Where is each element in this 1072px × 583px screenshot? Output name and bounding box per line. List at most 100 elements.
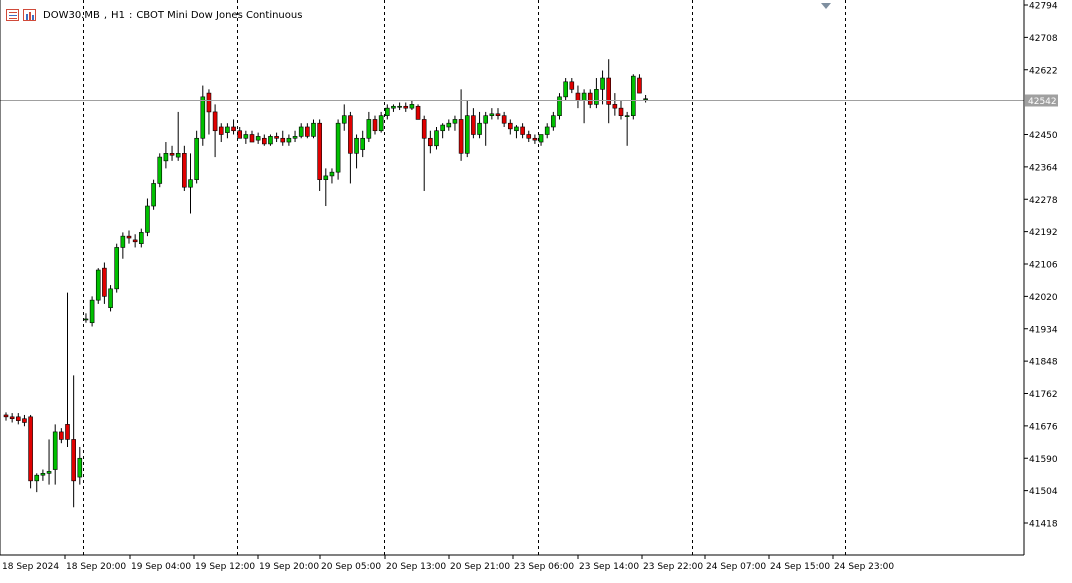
candle [145, 198, 150, 237]
candle [630, 74, 636, 120]
bullish-candle-body [329, 171, 335, 177]
candle [520, 123, 525, 139]
bearish-candle-body [9, 416, 15, 420]
bearish-candle-body [575, 92, 581, 101]
bullish-candle-body [563, 81, 568, 98]
bearish-candle-body [501, 115, 507, 124]
bullish-candle-body [341, 115, 347, 124]
bullish-candle-body [89, 299, 95, 324]
candle [452, 115, 458, 131]
bullish-candle-body [477, 122, 482, 135]
price-tick-label: 41676 [1029, 422, 1058, 432]
price-tick: 41418 [1024, 520, 1058, 530]
bullish-candle-body [360, 137, 366, 150]
candle [268, 134, 273, 146]
candle [151, 179, 156, 210]
bullish-candle-body [514, 126, 519, 132]
candle [587, 89, 593, 109]
time-axis[interactable]: 18 Sep 2024 18 Sep 20:00 19 Sep 04:00 19 Se… [2, 555, 894, 572]
price-tick-label: 41848 [1029, 358, 1058, 368]
chart-window-icon[interactable] [23, 9, 36, 21]
price-tick: 42364 [1024, 163, 1058, 173]
candle [249, 130, 255, 143]
candle [108, 285, 113, 312]
candle [569, 78, 575, 94]
candle [231, 119, 236, 135]
price-axis[interactable]: 42794 42708 42622 42450 42364 42278 42192 42106… [1024, 2, 1058, 530]
bearish-candle-body [507, 122, 513, 130]
time-tick: 19 Sep 04:00 [129, 555, 191, 572]
bearish-candle-body [15, 416, 21, 421]
candle [9, 413, 15, 423]
bullish-candle-body [452, 119, 458, 124]
time-tick-label: 24 Sep 15:00 [770, 562, 830, 572]
candle [323, 168, 329, 207]
bullish-candle-body [34, 474, 40, 482]
period-separators [83, 0, 846, 555]
bullish-candle-body [538, 134, 544, 143]
bullish-candle-body [581, 92, 587, 101]
price-tick-label: 41762 [1029, 390, 1058, 400]
candle [311, 119, 316, 139]
time-tick-label: 24 Sep 07:00 [706, 562, 766, 572]
time-tick: 19 Sep 20:00 [257, 555, 319, 572]
bearish-candle-body [182, 153, 187, 188]
candle [15, 413, 21, 425]
chart-title-bar: DOW30.MB, H1: CBOT Mini Dow Jones Contin… [6, 7, 302, 23]
time-tick-label: 24 Sep 23:00 [834, 562, 894, 572]
candle [428, 130, 433, 154]
time-tick: 23 Sep 14:00 [577, 555, 639, 572]
price-tick-label: 41504 [1029, 487, 1058, 497]
price-tick: 42450 [1024, 131, 1058, 141]
time-tick-label: 23 Sep 14:00 [579, 562, 639, 572]
candle [415, 104, 421, 120]
candle [643, 94, 648, 103]
time-tick: 20 Sep 05:00 [319, 555, 381, 572]
bid-label-text: 42542 [1028, 97, 1057, 107]
candle [624, 111, 630, 146]
price-tick-label: 42192 [1029, 228, 1058, 238]
time-tick: 24 Sep 15:00 [768, 555, 830, 572]
bullish-candle-body [225, 126, 230, 133]
symbol-description: CBOT Mini Dow Jones Continuous [136, 9, 303, 21]
price-tick-label: 42278 [1029, 196, 1058, 206]
bid-price-label: 42542 [1025, 94, 1058, 107]
candle [526, 130, 532, 143]
candle [102, 262, 107, 304]
candle [292, 130, 298, 143]
bullish-candle-body [255, 136, 261, 141]
price-tick-label: 42364 [1029, 163, 1058, 173]
candle [378, 111, 384, 133]
bullish-candle-body [188, 179, 193, 188]
bullish-candle-body [483, 115, 489, 124]
bearish-candle-body [305, 126, 310, 137]
price-tick-label: 41590 [1029, 455, 1058, 465]
bearish-candle-body [212, 111, 218, 132]
candle [22, 414, 27, 427]
bullish-candle-body [83, 318, 89, 321]
candle [329, 168, 335, 184]
bullish-candle-body [551, 115, 556, 128]
bearish-candle-body [520, 126, 525, 135]
candle [83, 313, 89, 323]
candle [40, 469, 46, 481]
bullish-candle-body [145, 205, 150, 233]
candle [483, 111, 489, 146]
bullish-candle-body [434, 130, 439, 147]
bullish-candle-body [630, 75, 636, 116]
bearish-candle-body [126, 235, 132, 239]
bullish-candle-body [139, 232, 144, 244]
time-tick-label: 20 Sep 21:00 [450, 562, 510, 572]
candle [255, 132, 261, 144]
bullish-candle-body [286, 137, 292, 143]
candle [194, 130, 199, 184]
bearish-candle-body [526, 134, 532, 139]
chart-shift-marker[interactable] [821, 3, 831, 9]
time-tick-label: 18 Sep 20:00 [66, 562, 126, 572]
bearish-candle-body [274, 136, 279, 139]
market-watch-icon[interactable] [6, 9, 19, 21]
bid-label-box [1025, 94, 1058, 107]
bullish-candle-body [52, 431, 58, 470]
